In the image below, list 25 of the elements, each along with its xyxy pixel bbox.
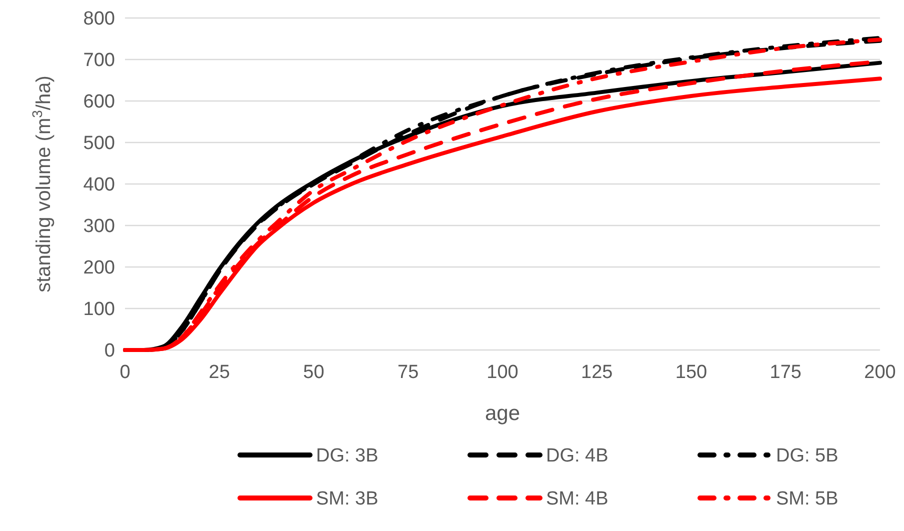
legend-label: SM: 5B — [776, 488, 838, 510]
x-tick-label: 100 — [486, 362, 518, 383]
legend-label: DG: 4B — [546, 446, 608, 467]
y-tick-label: 300 — [83, 216, 115, 238]
x-tick-label: 200 — [864, 362, 896, 383]
legend-label: SM: 3B — [316, 488, 378, 510]
x-tick-label: 25 — [208, 362, 230, 383]
x-tick-label: 50 — [303, 362, 324, 383]
y-tick-label: 600 — [83, 92, 115, 113]
legend-label: SM: 4B — [546, 488, 608, 510]
legend-label: DG: 5B — [776, 446, 838, 467]
y-tick-label: 400 — [83, 174, 115, 196]
y-tick-label: 0 — [104, 340, 115, 362]
y-tick-label: 200 — [83, 258, 115, 279]
legend-label: DG: 3B — [316, 446, 378, 467]
y-tick-label: 500 — [83, 133, 115, 154]
x-tick-label: 75 — [398, 362, 419, 383]
x-tick-label: 125 — [581, 362, 613, 383]
y-tick-label: 800 — [83, 8, 115, 30]
x-tick-label: 175 — [770, 362, 802, 383]
y-tick-label: 100 — [83, 299, 115, 320]
x-axis-title: age — [484, 402, 520, 425]
x-tick-label: 150 — [675, 362, 708, 383]
y-tick-label: 700 — [83, 50, 115, 72]
x-tick-label: 0 — [120, 362, 130, 383]
